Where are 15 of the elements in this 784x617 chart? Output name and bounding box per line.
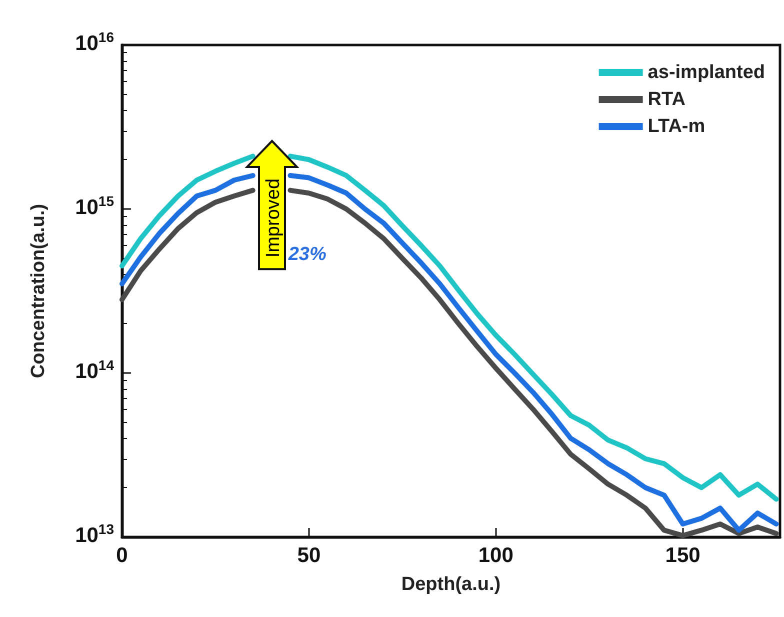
legend-label: as-implanted bbox=[648, 62, 766, 83]
legend-label: LTA-m bbox=[648, 116, 706, 137]
x-tick-label: 100 bbox=[478, 544, 514, 567]
annotation: 23% bbox=[288, 244, 326, 266]
x-axis-title: Depth(a.u.) bbox=[401, 574, 501, 595]
x-tick-label: 0 bbox=[116, 544, 128, 567]
x-tick-label: 50 bbox=[297, 544, 321, 567]
y-axis-title: Concentration(a.u.) bbox=[28, 204, 49, 378]
x-tick-label: 150 bbox=[665, 544, 700, 567]
y-tick-label: 10$^{15}$ bbox=[75, 193, 114, 221]
annotation: Improved bbox=[262, 178, 284, 258]
y-tick-label: 10$^{14}$ bbox=[75, 357, 114, 385]
y-tick-label: 10$^{13}$ bbox=[75, 521, 114, 549]
legend-label: RTA bbox=[648, 89, 686, 110]
y-tick-label: 10$^{16}$ bbox=[75, 29, 114, 57]
